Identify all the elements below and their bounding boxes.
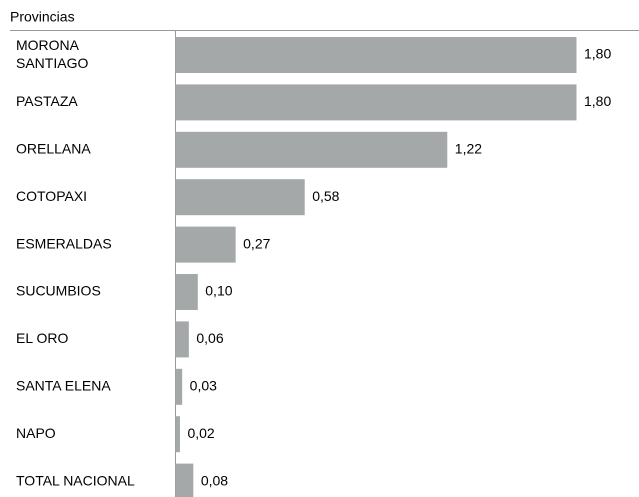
bar: [175, 274, 198, 310]
bar: [175, 179, 305, 216]
category-label: SANTA ELENA: [16, 378, 111, 394]
value-label: 0,08: [201, 472, 228, 488]
bar: [175, 37, 577, 73]
category-label: MORONA SANTIAGO: [16, 37, 88, 71]
bar: [175, 321, 189, 358]
category-label: COTOPAXI: [16, 188, 87, 204]
value-label: 0,02: [187, 425, 214, 441]
category-label: SUCUMBIOS: [16, 283, 101, 299]
value-label: 0,58: [312, 188, 339, 204]
bar: [175, 368, 183, 405]
category-label: PASTAZA: [16, 93, 78, 109]
chart-title: Provincias: [10, 9, 75, 25]
value-label: 1,80: [584, 93, 611, 109]
category-label: ESMERALDAS: [16, 235, 112, 251]
category-label: ORELLANA: [16, 141, 91, 157]
category-label: TOTAL NACIONAL: [16, 472, 135, 488]
category-label: EL ORO: [16, 330, 68, 346]
category-label: NAPO: [16, 425, 56, 441]
value-label: 0,06: [196, 330, 223, 346]
value-label: 0,10: [205, 283, 232, 299]
value-label: 1,80: [584, 46, 611, 62]
bar: [175, 131, 448, 168]
bar: [175, 463, 194, 497]
bar: [175, 84, 577, 121]
value-label: 0,03: [190, 378, 217, 394]
value-label: 1,22: [455, 141, 482, 157]
value-label: 0,27: [243, 235, 270, 251]
bar: [175, 226, 236, 263]
bar: [175, 416, 180, 453]
